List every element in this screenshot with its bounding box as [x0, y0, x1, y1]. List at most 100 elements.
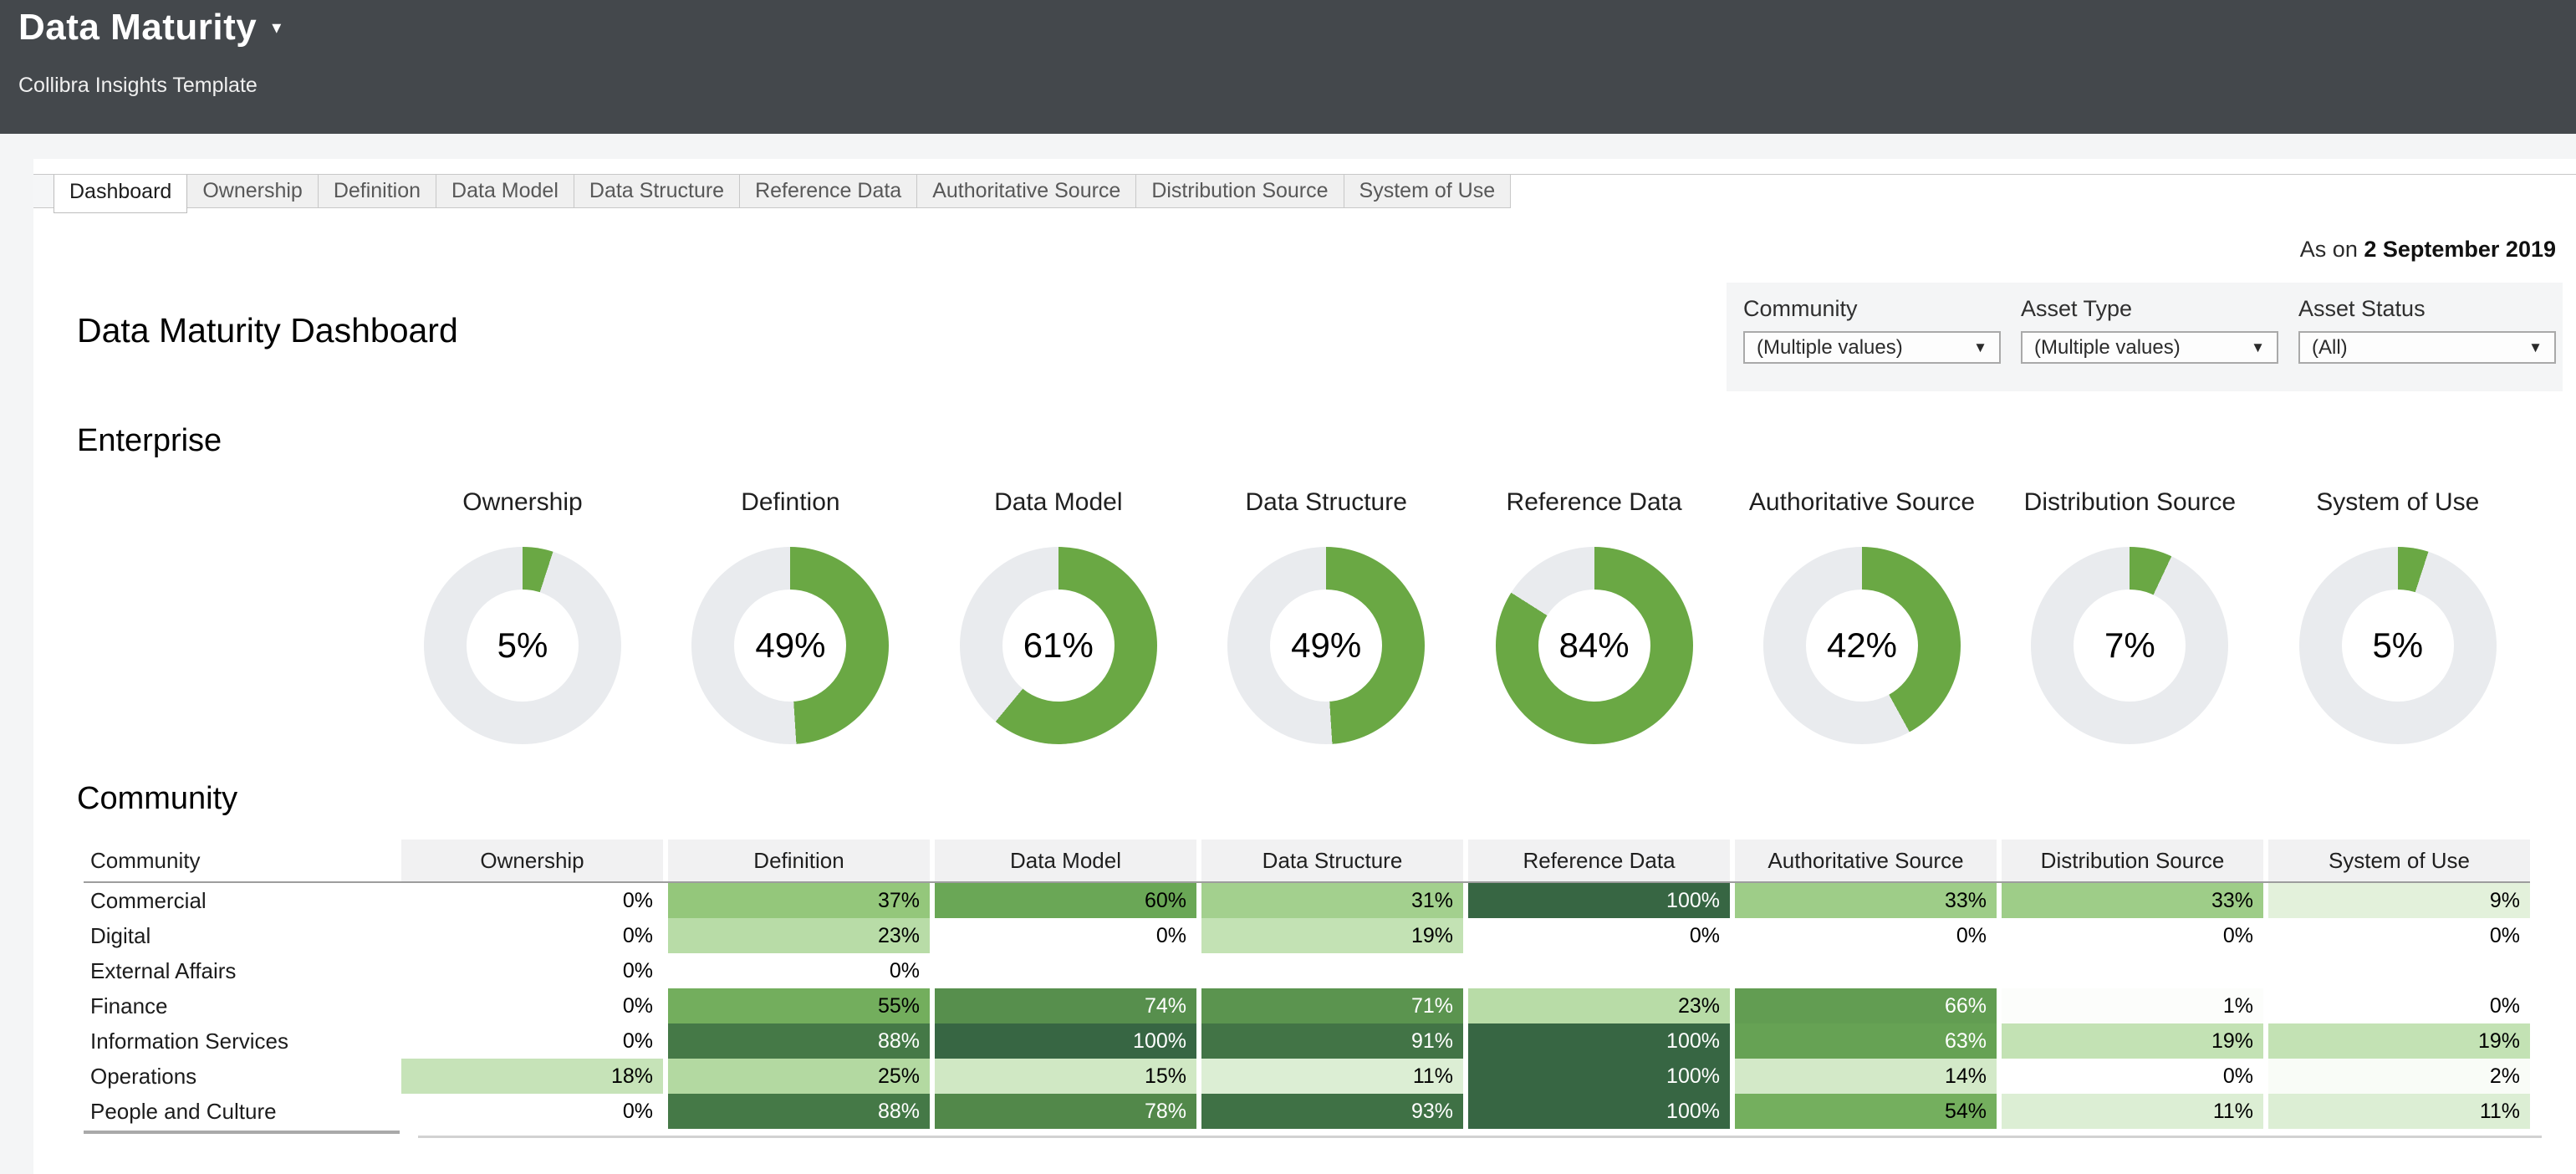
heat-cell[interactable]: 0% — [2002, 918, 2263, 953]
heat-cell[interactable]: 19% — [1201, 918, 1463, 953]
heat-cell[interactable]: 0% — [2268, 918, 2530, 953]
row-label[interactable]: Digital — [84, 918, 396, 953]
heat-cell[interactable]: 74% — [935, 988, 1196, 1023]
heat-cell[interactable]: 71% — [1201, 988, 1463, 1023]
heat-cell[interactable]: 0% — [401, 1023, 663, 1059]
table-row-commercial: Commercial 0% 37% 60% 31% 100% 33% 33% 9% — [84, 883, 2530, 918]
workbook-title: Data Maturity — [18, 7, 258, 48]
table-scrollbar-horizontal[interactable] — [418, 1136, 2542, 1138]
row-label[interactable]: External Affairs — [84, 953, 396, 988]
tab-reference-data[interactable]: Reference Data — [740, 175, 918, 208]
chevron-down-icon[interactable]: ▾ — [272, 17, 282, 38]
tab-dashboard[interactable]: Dashboard — [54, 175, 188, 213]
heat-cell[interactable]: 91% — [1201, 1023, 1463, 1059]
heat-cell[interactable]: 18% — [401, 1059, 663, 1094]
tab-ownership[interactable]: Ownership — [187, 175, 319, 208]
heat-cell[interactable]: 33% — [1735, 883, 1997, 918]
donut-ownership[interactable]: 5% — [424, 547, 621, 744]
heat-cell[interactable]: 23% — [668, 918, 930, 953]
tab-system-of-use[interactable]: System of Use — [1344, 175, 1512, 208]
row-label[interactable]: Information Services — [84, 1023, 396, 1059]
heat-cell[interactable]: 11% — [2002, 1094, 2263, 1129]
heat-cell[interactable]: 31% — [1201, 883, 1463, 918]
donut-defintion[interactable]: 49% — [691, 547, 890, 744]
heat-cell[interactable]: 15% — [935, 1059, 1196, 1094]
donut-authoritative-source[interactable]: 42% — [1763, 547, 1961, 744]
donut-system-of-use[interactable]: 5% — [2298, 547, 2497, 744]
tab-definition[interactable]: Definition — [318, 175, 437, 208]
column-header-community: Community — [84, 840, 396, 881]
heat-cell[interactable]: 23% — [1468, 988, 1730, 1023]
column-header-distribution-source[interactable]: Distribution Source — [2002, 840, 2263, 881]
heat-cell[interactable]: 0% — [401, 953, 663, 988]
heat-cell[interactable]: 0% — [935, 918, 1196, 953]
filter-dropdown-asset-type[interactable]: (Multiple values) ▼ — [2021, 331, 2278, 364]
heat-cell[interactable]: 100% — [1468, 1059, 1730, 1094]
donut-value-label: 7% — [2104, 625, 2155, 665]
column-header-reference-data[interactable]: Reference Data — [1468, 840, 1730, 881]
heat-cell[interactable]: 0% — [401, 1094, 663, 1129]
donut-reference-data[interactable]: 84% — [1495, 547, 1693, 744]
heat-cell[interactable]: 93% — [1201, 1094, 1463, 1129]
dropdown-value: (Multiple values) — [1757, 335, 1903, 359]
heat-cell[interactable]: 54% — [1735, 1094, 1997, 1129]
donut-data-structure[interactable]: 49% — [1227, 547, 1426, 744]
table-row-people-and-culture: People and Culture 0% 88% 78% 93% 100% 54% 11% 1… — [84, 1094, 2530, 1129]
heat-cell[interactable]: 88% — [668, 1023, 930, 1059]
row-label[interactable]: Finance — [84, 988, 396, 1023]
heat-cell[interactable]: 1% — [2002, 988, 2263, 1023]
heat-cell[interactable]: 19% — [2268, 1023, 2530, 1059]
row-label[interactable]: Operations — [84, 1059, 396, 1094]
column-header-data-model[interactable]: Data Model — [935, 840, 1196, 881]
donut-value-label: 49% — [1291, 625, 1362, 665]
heat-cell[interactable]: 0% — [1735, 918, 1997, 953]
heat-cell[interactable]: 60% — [935, 883, 1196, 918]
filter-dropdown-asset-status[interactable]: (All) ▼ — [2298, 331, 2556, 364]
column-header-authoritative-source[interactable]: Authoritative Source — [1735, 840, 1997, 881]
heat-cell[interactable]: 9% — [2268, 883, 2530, 918]
heat-cell[interactable]: 14% — [1735, 1059, 1997, 1094]
heat-cell[interactable]: 0% — [668, 953, 930, 988]
tab-data-structure[interactable]: Data Structure — [574, 175, 741, 208]
column-header-system-of-use[interactable]: System of Use — [2268, 840, 2530, 881]
row-label[interactable]: Commercial — [84, 883, 396, 918]
heat-cell[interactable]: 100% — [1468, 883, 1730, 918]
heat-cell[interactable]: 25% — [668, 1059, 930, 1094]
heat-cell[interactable]: 19% — [2002, 1023, 2263, 1059]
heat-cell[interactable]: 0% — [401, 883, 663, 918]
filter-dropdown-community[interactable]: (Multiple values) ▼ — [1743, 331, 2001, 364]
donut-hole: 7% — [2074, 590, 2186, 702]
heat-cell[interactable]: 11% — [2268, 1094, 2530, 1129]
column-header-data-structure[interactable]: Data Structure — [1201, 840, 1463, 881]
donut-data-model[interactable]: 61% — [959, 547, 1157, 744]
heat-cell[interactable]: 0% — [2002, 1059, 2263, 1094]
heat-cell[interactable]: 66% — [1735, 988, 1997, 1023]
heat-cell[interactable]: 11% — [1201, 1059, 1463, 1094]
heat-cell[interactable]: 37% — [668, 883, 930, 918]
table-row-information-services: Information Services 0% 88% 100% 91% 100% 63% 1… — [84, 1023, 2530, 1059]
donut-hole: 49% — [1270, 590, 1383, 702]
heat-cell[interactable]: 0% — [1468, 918, 1730, 953]
heat-cell[interactable]: 88% — [668, 1094, 930, 1129]
heat-cell[interactable]: 78% — [935, 1094, 1196, 1129]
heat-cell[interactable]: 0% — [2268, 988, 2530, 1023]
heat-cell[interactable]: 100% — [935, 1023, 1196, 1059]
column-header-definition[interactable]: Definition — [668, 840, 930, 881]
tab-authoritative-source[interactable]: Authoritative Source — [917, 175, 1137, 208]
heat-cell[interactable]: 33% — [2002, 883, 2263, 918]
heat-cell[interactable]: 100% — [1468, 1023, 1730, 1059]
donut-title-data-structure: Data Structure — [1245, 488, 1407, 516]
heat-cell[interactable]: 55% — [668, 988, 930, 1023]
heat-cell[interactable]: 100% — [1468, 1094, 1730, 1129]
column-header-ownership[interactable]: Ownership — [401, 840, 663, 881]
heat-cell[interactable]: 0% — [401, 988, 663, 1023]
row-label[interactable]: People and Culture — [84, 1094, 396, 1129]
table-scrollbar-left[interactable] — [84, 1131, 400, 1134]
donut-distribution-source[interactable]: 7% — [2031, 547, 2229, 744]
heat-cell[interactable]: 2% — [2268, 1059, 2530, 1094]
heat-cell[interactable]: 0% — [401, 918, 663, 953]
app-header: Data Maturity ▾ Collibra Insights Templa… — [0, 0, 2576, 134]
heat-cell[interactable]: 63% — [1735, 1023, 1997, 1059]
tab-data-model[interactable]: Data Model — [436, 175, 574, 208]
tab-distribution-source[interactable]: Distribution Source — [1136, 175, 1344, 208]
